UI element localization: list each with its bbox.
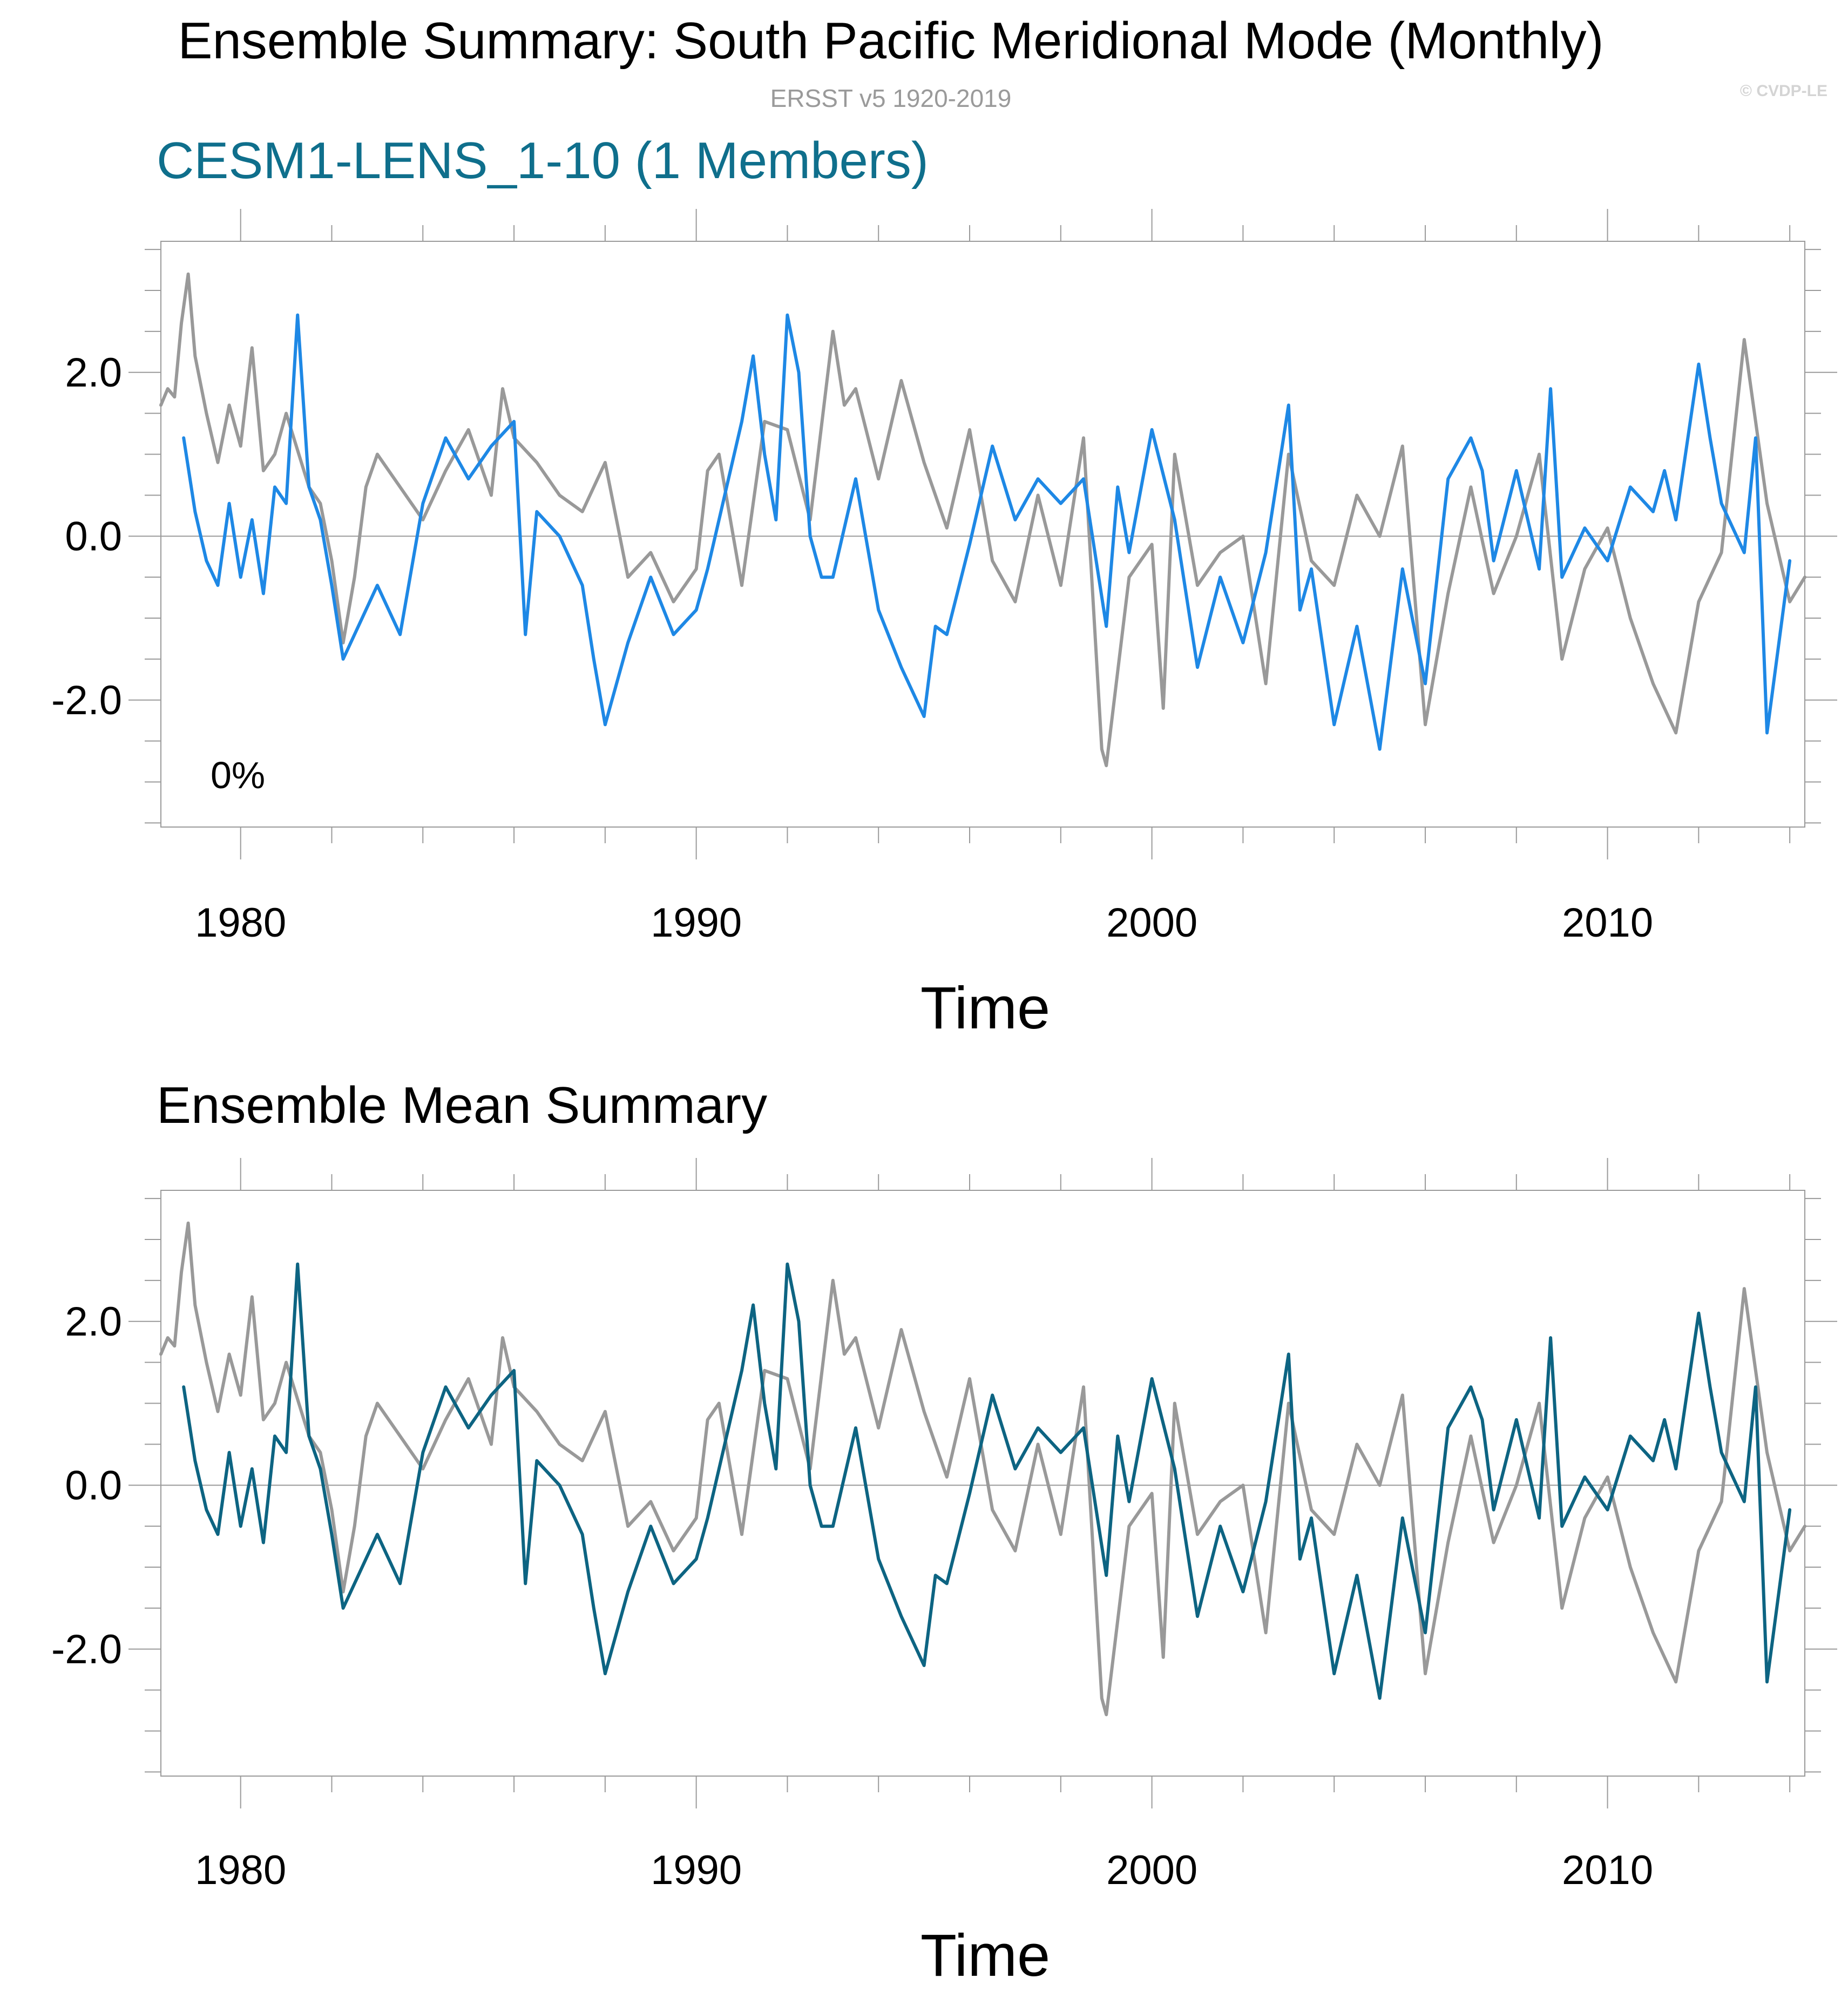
subtitle: ERSST v5 1920-2019	[770, 84, 1012, 112]
x-tick-label: 1990	[651, 900, 742, 946]
copyright-watermark: © CVDP-LE	[1740, 82, 1827, 100]
x-tick-label: 2000	[1106, 1847, 1197, 1893]
plot-frame	[160, 241, 1805, 828]
x-tick-label: 1990	[651, 1847, 742, 1893]
panel-member: CESM1-LENS_1-10 (1 Members) 0% -2.0 0.0 2.…	[51, 132, 1837, 1041]
x-axis-title: Time	[920, 1922, 1050, 1989]
member-series-line	[182, 313, 1792, 751]
x-tick-label: 2010	[1562, 900, 1653, 946]
y-tick-label: 2.0	[65, 350, 122, 396]
main-title: Ensemble Summary: South Pacific Meridion…	[178, 12, 1603, 70]
y-tick-label: 0.0	[65, 1462, 122, 1508]
y-tick-label: -2.0	[51, 1627, 122, 1672]
x-tick-label: 1980	[195, 900, 286, 946]
percent-annotation: 0%	[211, 754, 265, 796]
panel-title: Ensemble Mean Summary	[157, 1076, 767, 1134]
y-tick-label: 2.0	[65, 1299, 122, 1345]
x-tick-label: 2010	[1562, 1847, 1653, 1893]
y-tick-label: -2.0	[51, 677, 122, 723]
x-tick-label: 2000	[1106, 900, 1197, 946]
x-axis-title: Time	[920, 975, 1050, 1041]
observations-series-line	[159, 1221, 1806, 1717]
observations-series-line	[159, 272, 1806, 768]
panel-ensemble-mean: Ensemble Mean Summary -2.0 0.0 2.0 1980 1990…	[51, 1076, 1837, 1989]
panel-title: CESM1-LENS_1-10 (1 Members)	[157, 132, 929, 189]
y-tick-label: 0.0	[65, 513, 122, 559]
plot-frame	[160, 1190, 1805, 1777]
x-tick-label: 1980	[195, 1847, 286, 1893]
ensemble-mean-series-line	[182, 1262, 1792, 1700]
